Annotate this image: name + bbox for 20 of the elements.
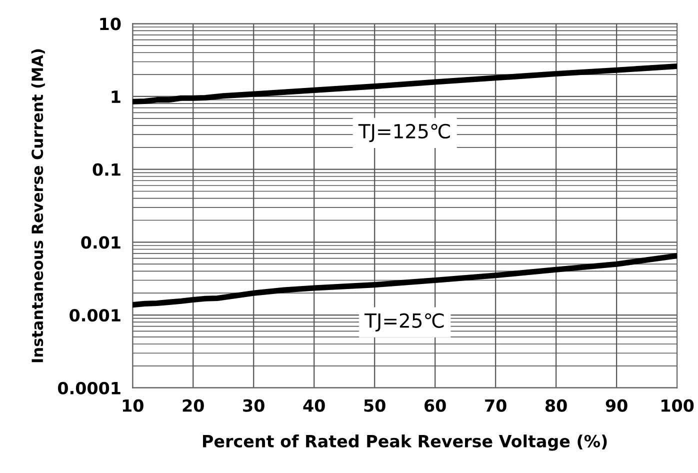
annotation: TJ=25℃ xyxy=(364,313,444,332)
x-tick-label: 90 xyxy=(606,399,628,412)
x-tick-label: 100 xyxy=(662,399,694,412)
x-tick-label: 40 xyxy=(303,399,325,412)
x-axis-title: Percent of Rated Peak Reverse Voltage (%) xyxy=(203,434,607,451)
annotation: TJ=125℃ xyxy=(358,124,450,142)
y-tick-label: 10 xyxy=(100,18,121,30)
x-tick-label: 60 xyxy=(424,399,446,412)
x-tick-label: 20 xyxy=(182,399,204,412)
y-tick-label: 0.0001 xyxy=(58,382,120,394)
y-tick-label: 0.01 xyxy=(81,236,120,249)
x-tick-label: 50 xyxy=(364,399,386,412)
y-tick-label: 0.1 xyxy=(92,163,120,176)
x-tick-label: 70 xyxy=(485,399,506,412)
y-tick-label: 0.001 xyxy=(70,308,120,322)
x-tick-label: 10 xyxy=(122,399,144,412)
y-tick-label: 1 xyxy=(112,90,120,103)
x-tick-label: 30 xyxy=(243,399,264,412)
x-tick-label: 80 xyxy=(545,399,567,412)
y-axis-title: Instantaneous Reverse Current (MA) xyxy=(31,49,45,362)
